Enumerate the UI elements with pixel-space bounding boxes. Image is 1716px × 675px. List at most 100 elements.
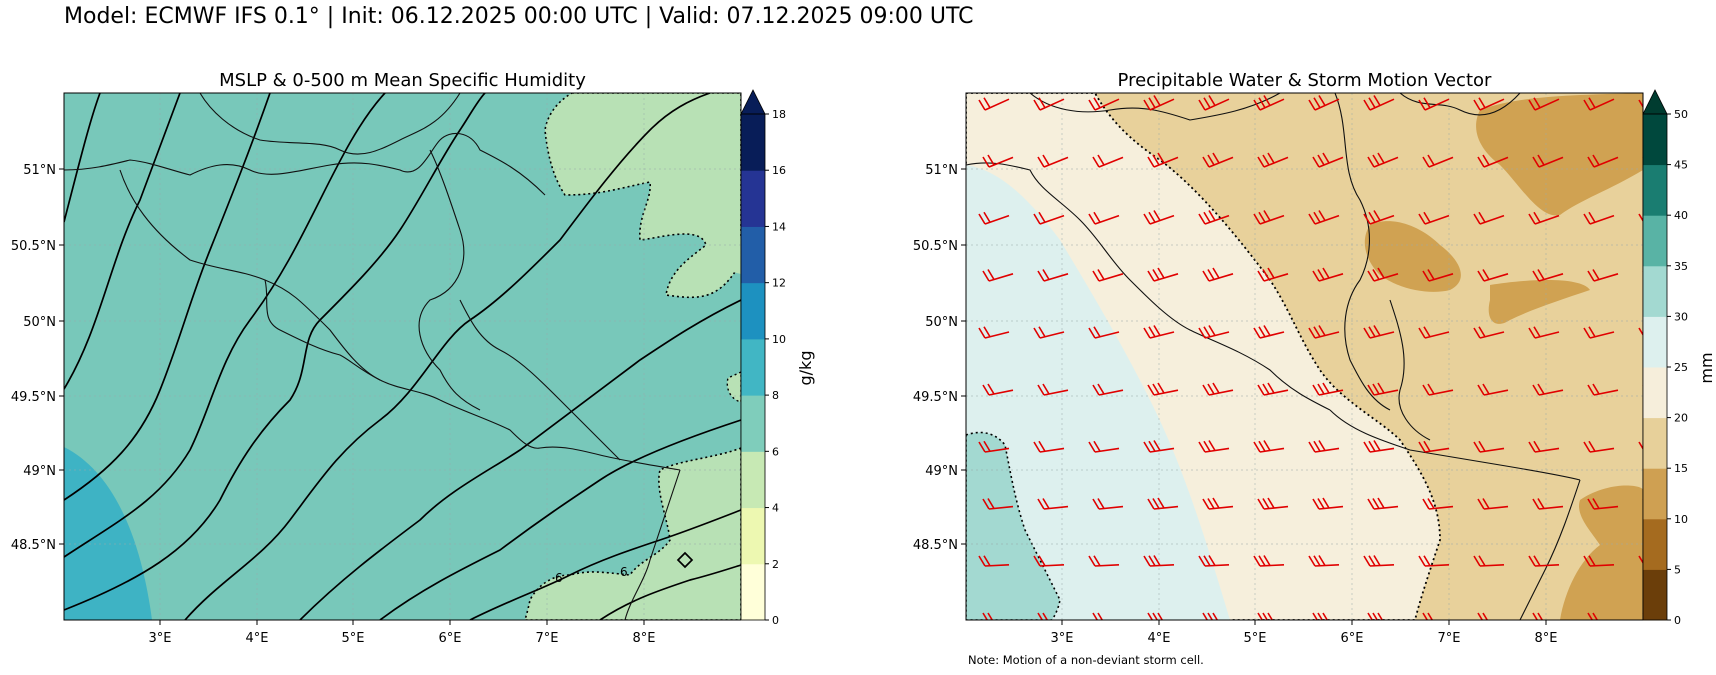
colorbar-swatch [1643, 367, 1667, 419]
storm-motion-barb [1153, 389, 1179, 396]
storm-motion-barb [988, 389, 1014, 396]
storm-motion-barb [1589, 98, 1615, 111]
left-y-ticks: 51°N 50.5°N 50°N 49.5°N 49°N 48.5°N [11, 163, 64, 553]
storm-motion-barb [1428, 273, 1454, 282]
colorbar-swatch [741, 395, 765, 452]
x-tick-label: 8°E [633, 631, 656, 646]
storm-motion-barb [1204, 98, 1230, 111]
humidity-4-6-region-e [726, 371, 741, 403]
storm-motion-barb [1153, 156, 1179, 168]
colorbar-tick-label: 35 [1674, 260, 1688, 273]
storm-motion-barb [1428, 156, 1454, 168]
storm-motion-barb [1098, 389, 1124, 396]
storm-motion-barb [1153, 273, 1179, 282]
storm-motion-barb [1314, 331, 1340, 339]
colorbar-swatch [741, 282, 765, 340]
storm-motion-barb [1314, 447, 1340, 453]
colorbar-swatch [741, 451, 765, 509]
y-tick-label: 49.5°N [11, 390, 56, 405]
left-colorbar: 0 2 4 6 8 10 12 14 16 18 [740, 89, 786, 627]
storm-motion-barb [1094, 214, 1120, 225]
storm-motion-barb [1039, 214, 1065, 225]
y-tick-label: 48.5°N [913, 538, 958, 553]
storm-motion-barb [1314, 98, 1340, 111]
colorbar-tick-label: 20 [1674, 412, 1688, 425]
colorbar-tick-label: 2 [772, 558, 779, 571]
storm-motion-barb [1094, 447, 1120, 453]
storm-motion-barb [1149, 214, 1175, 225]
y-tick-label: 50.5°N [11, 239, 56, 254]
colorbar-swatch [741, 563, 765, 621]
left-panel-title: MSLP & 0-500 m Mean Specific Humidity [219, 70, 586, 91]
storm-motion-barb [1479, 98, 1505, 111]
storm-motion-barb [1043, 505, 1069, 510]
storm-motion-barb [1149, 98, 1175, 111]
storm-motion-barb [1424, 98, 1450, 111]
colorbar-tick-label: 10 [1674, 513, 1688, 526]
storm-motion-barb [1204, 564, 1230, 567]
storm-motion-barb [1153, 505, 1179, 510]
storm-motion-barb [1479, 331, 1505, 339]
colorbar-swatch [741, 170, 765, 227]
storm-motion-barb [1259, 564, 1285, 567]
left-map: 6 6 3°E 4°E 5°E 6°E 7°E 8°E 51°N 50.5°N … [11, 89, 815, 646]
storm-motion-barb [1369, 98, 1395, 111]
storm-motion-barb [1039, 98, 1065, 111]
storm-motion-barb [1428, 389, 1454, 396]
contour-label: 6 [555, 571, 563, 585]
storm-motion-barb [1314, 564, 1340, 567]
colorbar-tick-label: 5 [1674, 563, 1681, 576]
storm-motion-barb [1424, 447, 1450, 453]
storm-motion-barb [1373, 273, 1399, 282]
storm-motion-barb [1318, 505, 1344, 510]
colorbar-swatch [1643, 468, 1667, 520]
colorbar-swatch [741, 226, 765, 284]
storm-motion-barb [1479, 564, 1505, 567]
contour-label: 6 [620, 565, 628, 579]
storm-motion-barb [1043, 156, 1069, 168]
y-tick-label: 51°N [925, 163, 958, 178]
colorbar-swatch [741, 114, 765, 171]
storm-motion-barb [988, 156, 1014, 168]
humidity-4-6-region-ne [544, 93, 741, 299]
storm-motion-barb [1259, 98, 1285, 111]
storm-motion-barb [1263, 273, 1289, 282]
storm-motion-barb [1373, 389, 1399, 396]
colorbar-tick-label: 8 [772, 389, 779, 402]
storm-motion-barb [1039, 564, 1065, 567]
colorbar-tick-label: 40 [1674, 209, 1688, 222]
colorbar-tick-label: 25 [1674, 361, 1688, 374]
storm-motion-barb [1424, 331, 1450, 339]
colorbar-tick-label: 4 [772, 502, 779, 515]
storm-motion-barb [1538, 505, 1564, 510]
country-borders [64, 93, 681, 620]
colorbar-extend-arrow [740, 89, 766, 115]
storm-motion-barb [1483, 273, 1509, 282]
storm-motion-barb [1369, 331, 1395, 339]
colorbar-tick-label: 14 [772, 220, 786, 233]
storm-motion-barb [984, 214, 1010, 225]
colorbar-swatch [741, 507, 765, 565]
pw-10-15-region-ne [1476, 93, 1643, 216]
storm-motion-barb [1538, 389, 1564, 396]
storm-motion-barb [1424, 214, 1450, 225]
colorbar-swatch [1643, 164, 1667, 216]
storm-motion-barb [1538, 156, 1564, 168]
x-tick-label: 8°E [1535, 631, 1558, 646]
figure-title: Model: ECMWF IFS 0.1° | Init: 06.12.2025… [64, 4, 974, 29]
x-tick-label: 3°E [1051, 631, 1074, 646]
storm-motion-barb [984, 564, 1010, 567]
storm-motion-barb [1094, 98, 1120, 111]
right-panel-title: Precipitable Water & Storm Motion Vector [1117, 70, 1492, 91]
colorbar-tick-label: 10 [772, 333, 786, 346]
storm-motion-barb [1479, 214, 1505, 225]
storm-motion-barb [1263, 505, 1289, 510]
colorbar-tick-label: 15 [1674, 462, 1688, 475]
storm-motion-barb [1094, 564, 1120, 567]
storm-motion-barb [1593, 273, 1619, 282]
storm-motion-barb [1039, 331, 1065, 339]
humidity-4-6-region-se [524, 447, 741, 620]
storm-motion-barb [1589, 564, 1615, 567]
storm-motion-barb [1369, 447, 1395, 453]
footnote: Note: Motion of a non-deviant storm cell… [968, 653, 1204, 667]
